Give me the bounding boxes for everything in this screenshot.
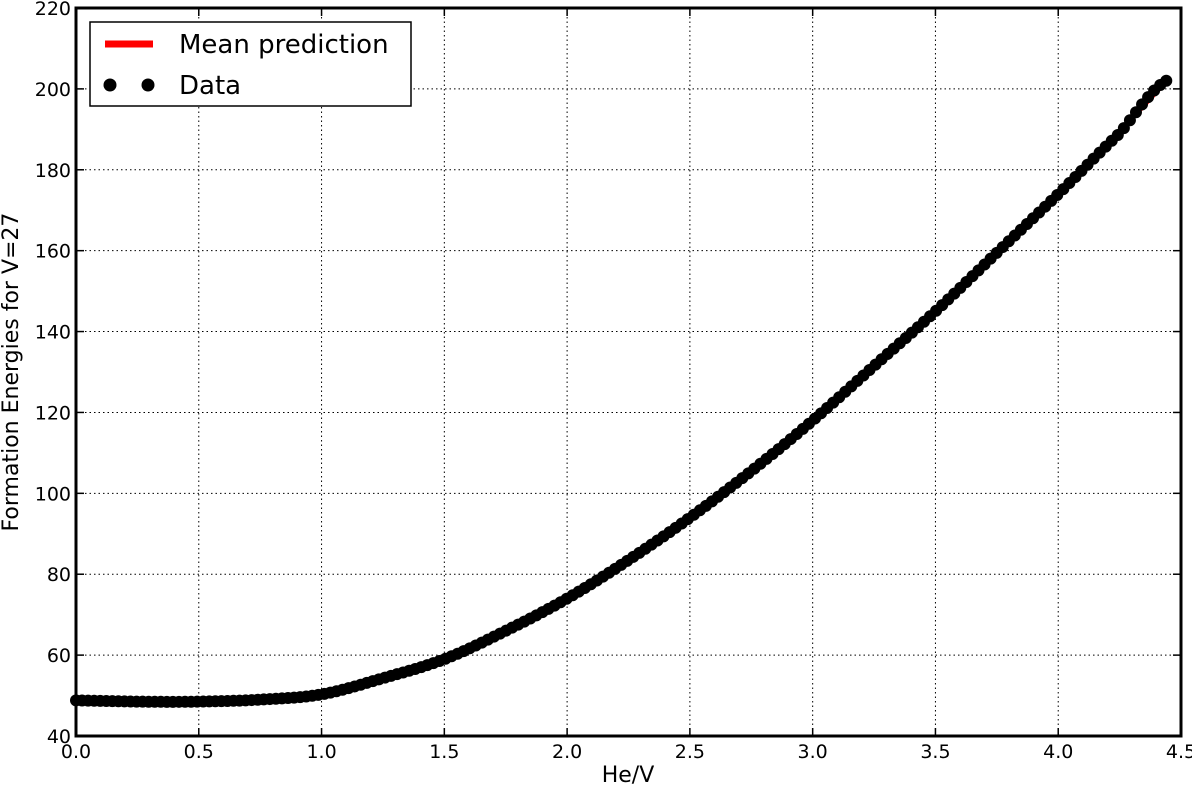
legend: Mean prediction Data xyxy=(89,21,412,107)
legend-label-mean-prediction: Mean prediction xyxy=(179,30,389,60)
x-tick-label: 1.5 xyxy=(429,741,459,763)
x-tick-label: 4.5 xyxy=(1166,741,1192,763)
series-layer xyxy=(70,74,1173,708)
tick-labels: 0.0 0.5 1.0 1.5 2.0 2.5 3.0 3.5 4.0 4.5 40 60 80 100 1… xyxy=(35,0,1192,763)
plot-area xyxy=(76,8,1181,736)
series-points-data xyxy=(70,74,1173,708)
x-tick-label: 2.5 xyxy=(675,741,705,763)
x-tick-label: 3.5 xyxy=(920,741,950,763)
y-tick-label: 220 xyxy=(35,0,71,20)
x-tick-label: 2.0 xyxy=(552,741,582,763)
legend-dot-swatch-1 xyxy=(103,78,117,92)
y-tick-label: 200 xyxy=(35,79,71,101)
y-tick-label: 180 xyxy=(35,160,71,182)
y-tick-label: 140 xyxy=(35,322,71,344)
data-point xyxy=(1160,74,1173,87)
y-tick-label: 160 xyxy=(35,241,71,263)
x-tick-label: 3.0 xyxy=(798,741,828,763)
ticks xyxy=(75,7,1182,737)
legend-dot-swatch-2 xyxy=(141,78,155,92)
y-tick-label: 100 xyxy=(35,483,71,505)
legend-box xyxy=(89,21,412,107)
x-axis-label: He/V xyxy=(602,763,655,787)
plot-frame xyxy=(74,6,1183,738)
y-tick-label: 60 xyxy=(47,645,71,667)
x-tick-label: 1.0 xyxy=(306,741,336,763)
y-tick-label: 80 xyxy=(47,564,71,586)
y-tick-label: 40 xyxy=(47,726,71,748)
legend-label-data: Data xyxy=(179,71,241,101)
y-tick-label: 120 xyxy=(35,402,71,424)
x-tick-label: 0.5 xyxy=(184,741,214,763)
x-tick-label: 4.0 xyxy=(1043,741,1073,763)
x-tick-label: 0.0 xyxy=(61,741,91,763)
y-axis-label: Formation Energies for V=27 xyxy=(0,213,24,532)
